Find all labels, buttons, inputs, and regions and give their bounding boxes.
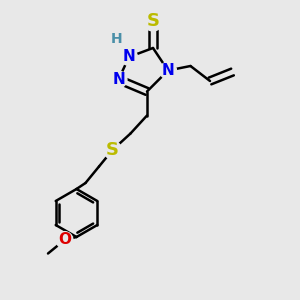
Circle shape <box>110 32 124 46</box>
Text: N: N <box>112 72 125 87</box>
Circle shape <box>103 141 122 159</box>
Circle shape <box>110 71 127 88</box>
Text: O: O <box>58 232 71 247</box>
Circle shape <box>56 232 73 248</box>
Circle shape <box>121 49 137 65</box>
Text: H: H <box>111 32 123 46</box>
Text: N: N <box>123 50 135 64</box>
Circle shape <box>160 62 176 79</box>
Text: S: S <box>106 141 119 159</box>
Text: N: N <box>162 63 174 78</box>
Text: S: S <box>146 12 160 30</box>
Circle shape <box>143 11 163 31</box>
